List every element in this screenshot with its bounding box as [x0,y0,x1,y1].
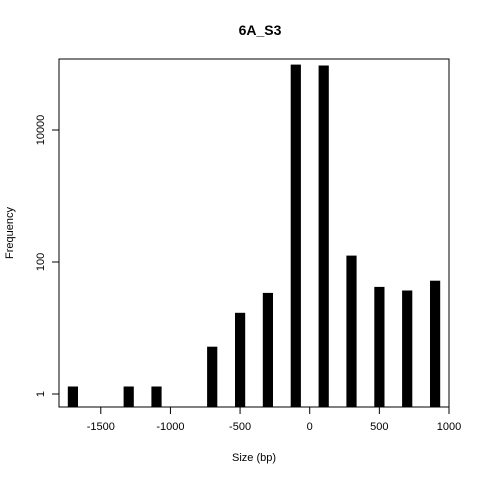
x-tick-label-1: -1000 [156,421,184,433]
bar-11 [430,280,441,407]
bars-group [67,64,441,407]
y-tick-label-2: 10000 [35,115,47,146]
x-axis-label: Size (bp) [232,452,276,464]
y-axis-label: Frequency [4,207,16,259]
bar-4 [235,312,246,407]
y-tick-label-0: 1 [35,391,47,397]
chart-title: 6A_S3 [239,22,282,38]
x-tick-label-0: -1500 [87,421,115,433]
bar-1 [123,386,134,407]
bar-10 [402,290,413,407]
x-tick-label-2: -500 [229,421,251,433]
x-tick-label-4: 500 [370,421,388,433]
bar-3 [207,346,218,407]
x-axis: -1500 -1000 -500 0 500 1000 [87,407,461,433]
x-tick-label-5: 1000 [437,421,461,433]
bar-2 [151,386,162,407]
bar-7 [318,65,329,407]
y-tick-label-1: 100 [35,253,47,271]
bar-9 [374,286,385,407]
bar-5 [262,292,273,407]
bar-6 [290,64,301,407]
bar-0 [67,386,78,407]
plot-frame [58,58,450,408]
bar-8 [346,255,357,407]
y-axis: 1 100 10000 [35,115,59,397]
x-tick-label-3: 0 [307,421,313,433]
